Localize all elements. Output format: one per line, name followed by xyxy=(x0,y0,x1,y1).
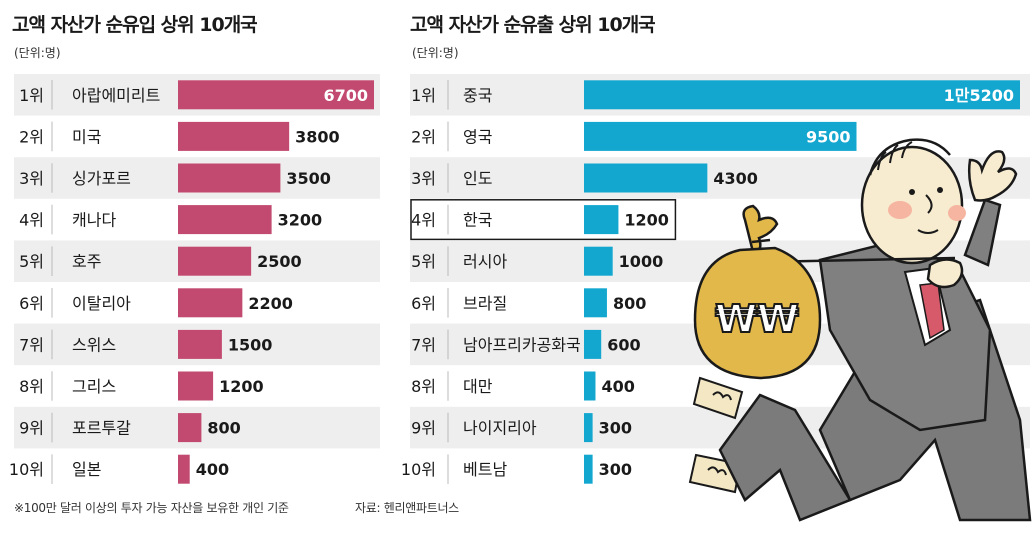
inflow-bar-chart: 1위 아랍에미리트 6700 2위 미국 3800 3위 싱가포르 3500 4위 캐나다 3200 5… xyxy=(9,74,380,484)
value-label: 300 xyxy=(599,419,632,438)
bar xyxy=(178,329,222,359)
category-label: 아랍에미리트 xyxy=(72,86,160,105)
rank-label: 1위 xyxy=(411,86,436,105)
bar xyxy=(584,329,602,359)
rank-label: 6위 xyxy=(19,294,44,313)
bar xyxy=(178,413,202,443)
bar xyxy=(584,163,708,193)
rank-label: 10위 xyxy=(9,460,44,479)
svg-text:₩₩: ₩₩ xyxy=(715,297,799,341)
rank-label: 5위 xyxy=(19,252,44,271)
outflow-unit-label: (단위:명) xyxy=(412,46,459,60)
bar xyxy=(584,454,593,484)
category-label: 베트남 xyxy=(463,460,507,479)
category-label: 한국 xyxy=(463,211,492,230)
bar xyxy=(178,163,281,193)
rank-label: 2위 xyxy=(411,127,436,146)
rank-label: 8위 xyxy=(19,377,44,396)
category-label: 일본 xyxy=(72,460,101,479)
value-label: 4300 xyxy=(713,169,758,188)
rank-label: 7위 xyxy=(411,335,436,354)
footnote: ※100만 달러 이상의 투자 가능 자산을 보유한 개인 기준 xyxy=(14,501,289,515)
inflow-chart-title: 고액 자산가 순유입 상위 10개국 xyxy=(12,14,258,36)
category-label: 싱가포르 xyxy=(72,169,131,188)
value-label: 6700 xyxy=(323,86,368,105)
value-label: 400 xyxy=(196,460,229,479)
source-credit: 자료: 헨리앤파트너스 xyxy=(355,501,459,515)
value-label: 2500 xyxy=(257,252,302,271)
rank-label: 1위 xyxy=(19,86,44,105)
bar xyxy=(584,121,857,151)
value-label: 3800 xyxy=(295,127,340,146)
value-label: 2200 xyxy=(248,294,293,313)
highlight-box xyxy=(410,199,677,241)
category-label: 중국 xyxy=(463,86,492,105)
category-label: 미국 xyxy=(72,127,101,146)
rank-label: 7위 xyxy=(19,335,44,354)
running-man-illustration: ₩₩ xyxy=(688,138,1032,522)
category-label: 러시아 xyxy=(463,252,507,271)
category-label: 포르투갈 xyxy=(72,419,131,438)
bar xyxy=(178,288,243,318)
bar xyxy=(584,288,607,318)
category-label: 이탈리아 xyxy=(72,294,131,313)
rank-label: 9위 xyxy=(19,419,44,438)
bar xyxy=(584,205,619,235)
bar xyxy=(584,246,613,276)
bar xyxy=(178,80,374,110)
category-label: 남아프리카공화국 xyxy=(463,335,581,354)
bar xyxy=(178,205,272,235)
value-label: 1200 xyxy=(219,377,264,396)
value-label: 600 xyxy=(607,335,640,354)
rank-label: 3위 xyxy=(19,169,44,188)
value-label: 1만5200 xyxy=(944,86,1014,105)
value-label: 800 xyxy=(613,294,646,313)
category-label: 대만 xyxy=(463,377,493,396)
rank-label: 2위 xyxy=(19,127,44,146)
bar xyxy=(178,371,214,401)
rank-label: 6위 xyxy=(411,294,436,313)
value-label: 3500 xyxy=(286,169,331,188)
value-label: 1000 xyxy=(619,252,664,271)
bar xyxy=(584,371,596,401)
bar xyxy=(584,80,1020,110)
value-label: 9500 xyxy=(806,127,851,146)
category-label: 인도 xyxy=(463,169,492,188)
category-label: 브라질 xyxy=(463,294,507,313)
category-label: 나이지리아 xyxy=(463,419,537,438)
category-label: 캐나다 xyxy=(72,211,116,230)
value-label: 800 xyxy=(207,419,240,438)
value-label: 1500 xyxy=(228,335,273,354)
bar xyxy=(584,413,593,443)
bar xyxy=(178,121,290,151)
rank-label: 9위 xyxy=(411,419,436,438)
inflow-unit-label: (단위:명) xyxy=(14,46,61,60)
value-label: 400 xyxy=(601,377,634,396)
rank-label: 10위 xyxy=(401,460,436,479)
category-label: 그리스 xyxy=(72,377,116,396)
rank-label: 8위 xyxy=(411,377,436,396)
rank-label: 4위 xyxy=(411,211,436,230)
bar xyxy=(178,454,190,484)
value-label: 300 xyxy=(599,460,632,479)
rank-label: 5위 xyxy=(411,252,436,271)
rank-label: 3위 xyxy=(411,169,436,188)
value-label: 3200 xyxy=(278,211,323,230)
bar xyxy=(178,246,252,276)
category-label: 스위스 xyxy=(72,335,116,354)
rank-label: 4위 xyxy=(19,211,44,230)
category-label: 호주 xyxy=(72,252,101,271)
outflow-chart-title: 고액 자산가 순유출 상위 10개국 xyxy=(410,14,656,36)
category-label: 영국 xyxy=(463,127,492,146)
value-label: 1200 xyxy=(624,211,669,230)
